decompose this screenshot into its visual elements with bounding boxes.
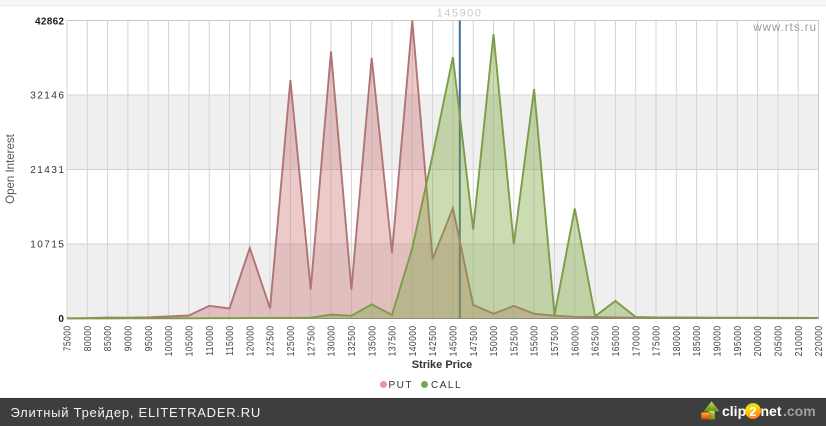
svg-text:220000: 220000 xyxy=(813,326,824,357)
svg-text:90000: 90000 xyxy=(123,326,134,352)
svg-text:120000: 120000 xyxy=(245,326,256,357)
svg-text:125000: 125000 xyxy=(285,326,296,357)
svg-text:127500: 127500 xyxy=(306,326,317,357)
svg-text:200000: 200000 xyxy=(753,326,764,357)
svg-text:145000: 145000 xyxy=(448,326,459,357)
svg-text:0: 0 xyxy=(58,314,64,325)
svg-text:152500: 152500 xyxy=(509,326,520,357)
svg-text:140000: 140000 xyxy=(407,326,418,357)
svg-text:142500: 142500 xyxy=(428,326,439,357)
svg-text:10715: 10715 xyxy=(30,240,65,251)
svg-text:105000: 105000 xyxy=(184,326,195,357)
svg-text:165000: 165000 xyxy=(610,326,621,357)
svg-text:162500: 162500 xyxy=(590,326,601,357)
svg-text:205000: 205000 xyxy=(773,326,784,357)
svg-text:80000: 80000 xyxy=(82,326,93,352)
svg-text:75000: 75000 xyxy=(62,326,73,352)
svg-text:180000: 180000 xyxy=(671,326,682,357)
svg-text:190000: 190000 xyxy=(712,326,723,357)
svg-text:137500: 137500 xyxy=(387,326,398,357)
svg-text:122500: 122500 xyxy=(265,326,276,357)
svg-text:155000: 155000 xyxy=(529,326,540,357)
svg-text:175000: 175000 xyxy=(651,326,662,357)
svg-text:115000: 115000 xyxy=(224,326,235,356)
svg-text:130000: 130000 xyxy=(326,326,337,357)
svg-text:110000: 110000 xyxy=(204,326,215,356)
svg-text:147500: 147500 xyxy=(468,326,479,357)
svg-text:100000: 100000 xyxy=(164,326,175,357)
svg-text:210000: 210000 xyxy=(793,326,804,357)
svg-text:150000: 150000 xyxy=(488,326,499,357)
svg-text:157500: 157500 xyxy=(549,326,560,357)
svg-text:21431: 21431 xyxy=(30,165,65,176)
svg-text:85000: 85000 xyxy=(103,326,114,352)
svg-text:32146: 32146 xyxy=(30,91,65,102)
svg-text:132500: 132500 xyxy=(346,326,357,357)
svg-text:95000: 95000 xyxy=(143,326,154,352)
svg-text:185000: 185000 xyxy=(692,326,703,357)
svg-text:160000: 160000 xyxy=(570,326,581,357)
svg-text:170000: 170000 xyxy=(631,326,642,357)
svg-text:135000: 135000 xyxy=(367,326,378,357)
svg-text:145900: 145900 xyxy=(437,8,483,20)
svg-text:42862: 42862 xyxy=(35,16,64,27)
svg-text:195000: 195000 xyxy=(732,326,743,357)
